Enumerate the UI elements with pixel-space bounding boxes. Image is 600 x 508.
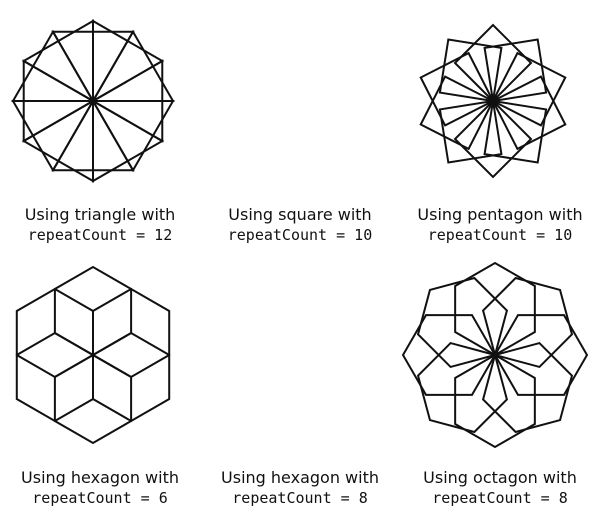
polygon-hexagon-2 [493, 314, 589, 396]
polygon-triangle-5 [92, 99, 165, 183]
polygon-hexagon-7 [416, 276, 509, 369]
polygon-triangle-8 [11, 100, 95, 173]
polygon-triangle-11 [21, 19, 94, 103]
panel-triangle-12: Using triangle with repeatCount = 12 [0, 0, 200, 254]
panel-pentagon-10: Using pentagon with repeatCount = 10 [400, 0, 600, 254]
polygon-triangle-1 [92, 19, 165, 103]
polygon-triangle-4 [91, 100, 175, 173]
caption-repeat: repeatCount = 10 [227, 226, 373, 244]
polygon-square-6 [438, 99, 503, 164]
polygon-hexagon-3 [481, 341, 574, 434]
caption-shape: Using hexagon with [221, 468, 379, 487]
polygon-hexagon-6 [401, 314, 497, 396]
polygon-hexagon-5 [15, 287, 94, 379]
polygon-square-5 [453, 99, 533, 179]
panel-octagon-8: Using octagon with repeatCount = 8 [400, 254, 600, 508]
polygon-square-2 [491, 51, 567, 127]
caption-repeat: repeatCount = 8 [432, 489, 568, 507]
caption-shape: Using hexagon with [21, 468, 179, 487]
polygon-square-4 [483, 99, 548, 164]
pattern-drawing [11, 19, 175, 183]
polygon-hexagon-4 [15, 331, 94, 423]
pattern-drawing [400, 0, 600, 200]
caption-shape: Using pentagon with [417, 205, 583, 224]
caption-repeat: repeatCount = 6 [32, 489, 168, 507]
caption-shape: Using octagon with [423, 468, 577, 487]
pattern-drawing [15, 265, 171, 445]
polygon-triangle-7 [21, 99, 94, 183]
polygon-square-0 [453, 23, 533, 103]
pattern-drawing [419, 23, 567, 179]
caption-repeat: repeatCount = 10 [427, 226, 573, 244]
panel-hexagon-6: Using hexagon with repeatCount = 6 [0, 254, 200, 508]
pattern-drawing [401, 261, 589, 449]
caption-repeat: repeatCount = 8 [232, 489, 368, 507]
polygon-square-9 [438, 38, 503, 103]
caption-repeat: repeatCount = 12 [27, 226, 173, 244]
panel-square-10: Using square with repeatCount = 10 [200, 0, 567, 254]
polygon-hexagon-5 [416, 341, 509, 434]
caption-shape: Using triangle with [24, 205, 176, 224]
panel-hexagon-8: Using hexagon with repeatCount = 8 [200, 254, 589, 508]
polygon-square-8 [419, 51, 495, 127]
polygon-triangle-10 [11, 29, 95, 102]
polygon-hexagon-0 [454, 261, 536, 357]
pattern-drawing [400, 254, 600, 454]
polygon-hexagon-1 [481, 276, 574, 369]
polygon-square-7 [419, 75, 495, 151]
polygon-hexagon-4 [454, 353, 536, 449]
polygon-square-1 [483, 38, 548, 103]
polygon-triangle-2 [91, 29, 175, 102]
polygon-square-3 [491, 75, 567, 151]
caption-shape: Using square with [228, 205, 372, 224]
